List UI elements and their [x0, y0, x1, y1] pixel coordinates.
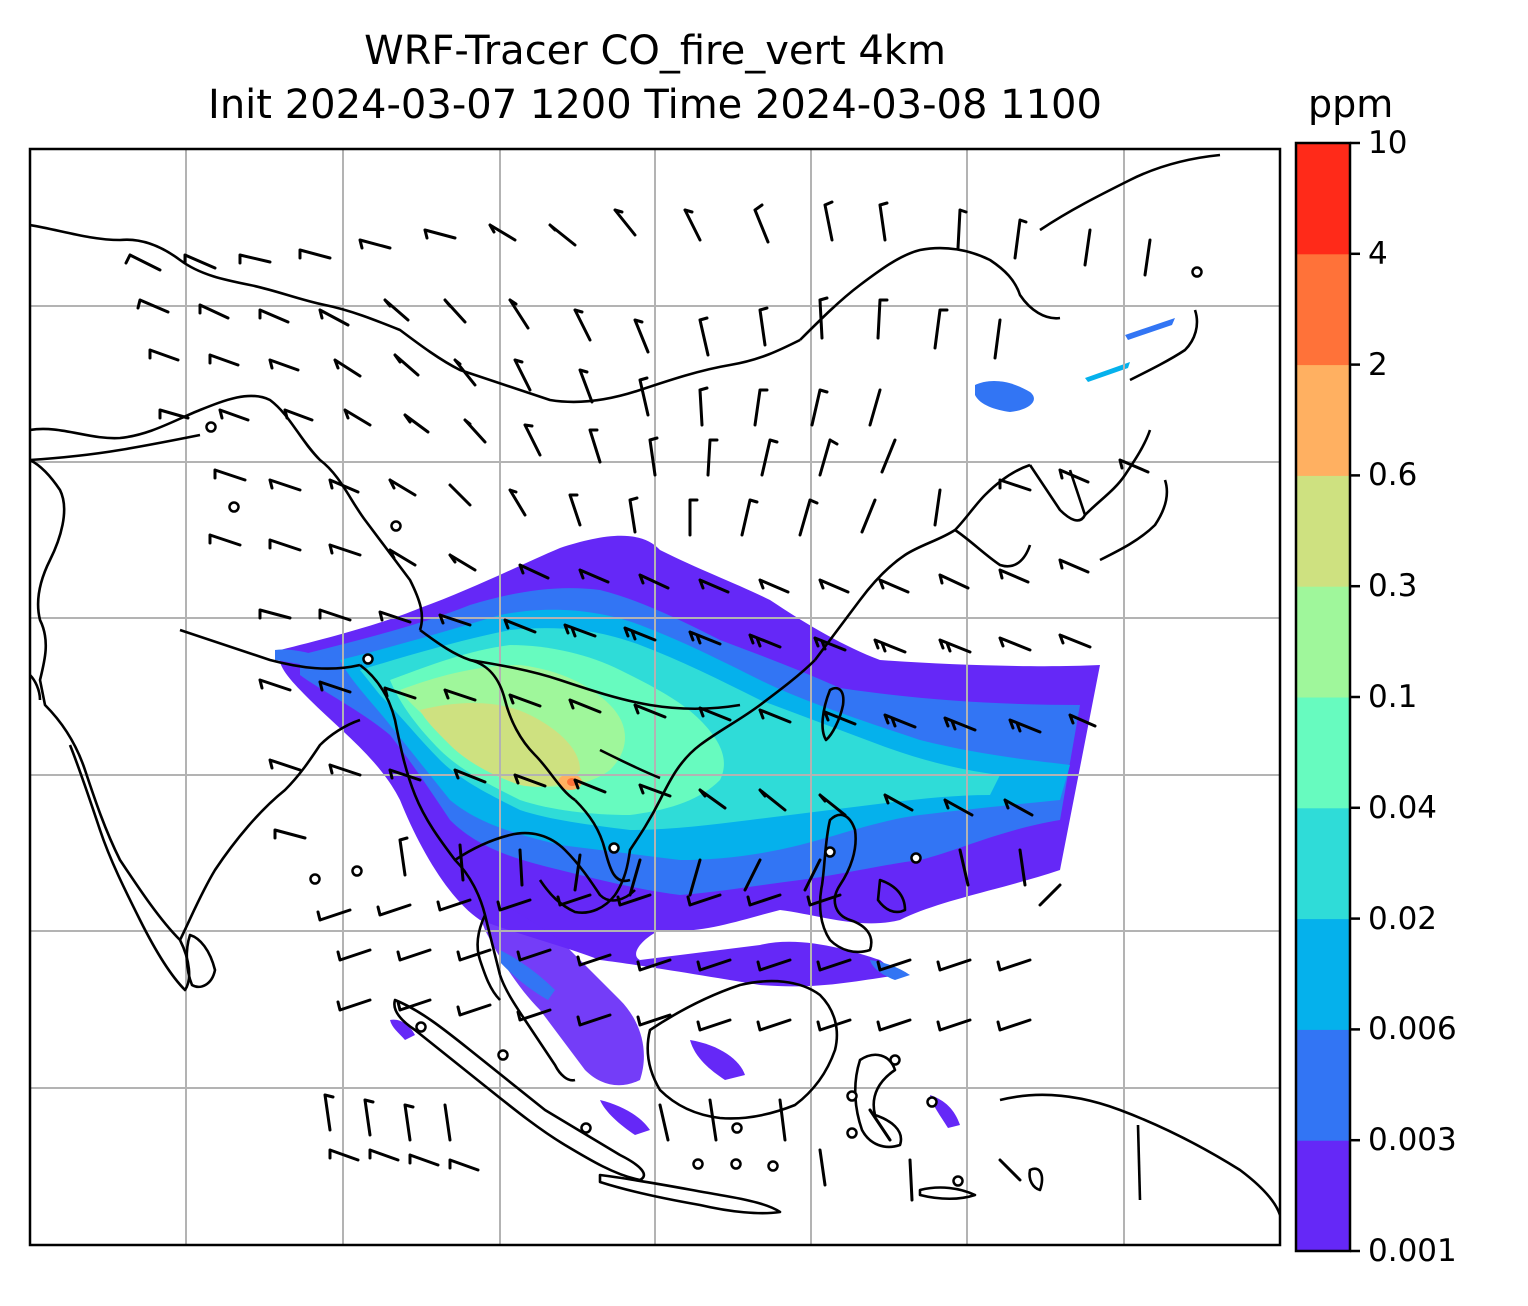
- colorbar-tick-label: 0.001: [1368, 1233, 1457, 1269]
- map-border: [28, 147, 1282, 1247]
- colorbar-tick-label: 10: [1368, 125, 1408, 161]
- colorbar-segment: [1296, 475, 1350, 587]
- colorbar-segment: [1296, 1140, 1350, 1252]
- map-title-line1: WRF-Tracer CO_fire_vert 4km: [364, 28, 946, 74]
- map-gridlines: [30, 149, 1280, 1245]
- coastlines-and-borders: [30, 153, 1280, 1216]
- colorbar-tick-label: 0.02: [1368, 900, 1438, 937]
- colorbar-tick-label: 0.04: [1368, 789, 1438, 826]
- colorbar-segment: [1296, 918, 1350, 1030]
- colorbar-segment: [1296, 586, 1350, 698]
- colorbar-segment: [1296, 807, 1350, 920]
- colorbar: [1294, 141, 1360, 1253]
- colorbar-unit: ppm: [1308, 82, 1394, 126]
- colorbar-tick-label: 4: [1368, 235, 1388, 272]
- colorbar-tick-label: 2: [1368, 346, 1388, 383]
- colorbar-segment: [1296, 364, 1350, 476]
- colorbar-tick-label: 0.3: [1368, 568, 1418, 605]
- colorbar-segment: [1296, 253, 1350, 366]
- colorbar-tick-label: 0.6: [1368, 457, 1418, 494]
- colorbar-tick-label: 0.003: [1368, 1122, 1457, 1159]
- map-title-line2: Init 2024-03-07 1200 Time 2024-03-08 110…: [208, 82, 1102, 128]
- wind-barbs: [124, 200, 1152, 1202]
- colorbar-segment: [1296, 1029, 1350, 1141]
- colorbar-tick-label: 0.1: [1368, 679, 1418, 715]
- colorbar-tick-label: 0.006: [1368, 1011, 1457, 1048]
- colorbar-segment: [1296, 143, 1350, 255]
- calm-wind-markers: [205, 266, 1203, 1187]
- colorbar-segment: [1296, 697, 1350, 809]
